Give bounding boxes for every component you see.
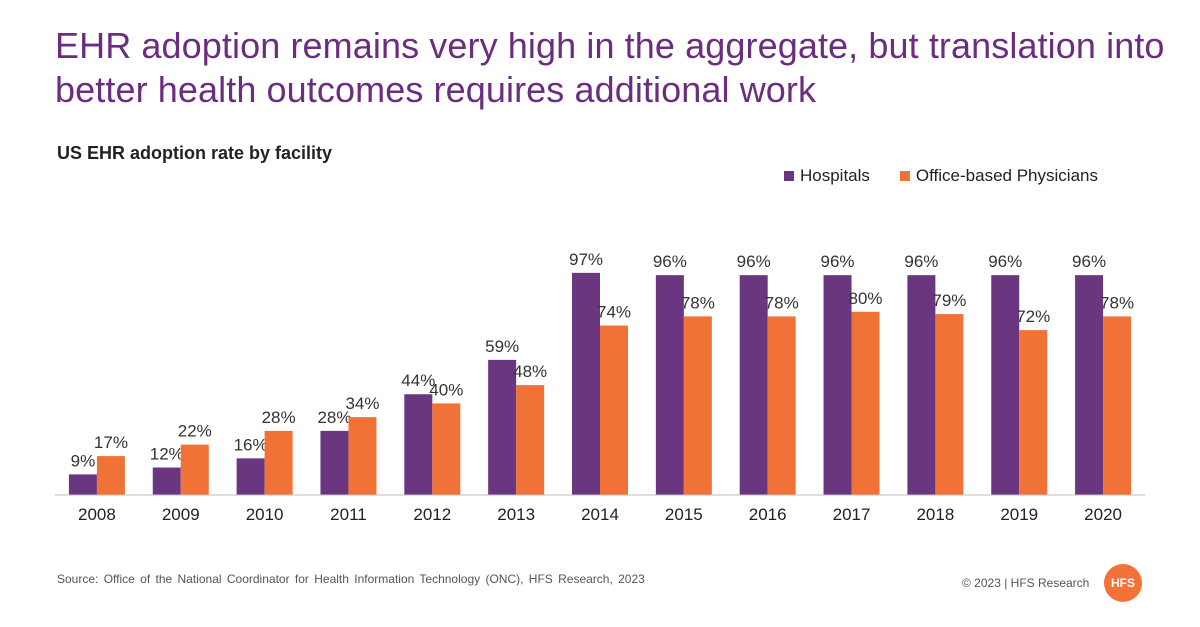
x-tick-label-2013: 2013 [497, 505, 535, 524]
x-tick-label-2020: 2020 [1084, 505, 1122, 524]
x-tick-label-2009: 2009 [162, 505, 200, 524]
data-label-hospitals-2011: 28% [317, 408, 351, 427]
bar-physicians-2018 [935, 314, 964, 495]
legend-swatch-hospitals [784, 171, 794, 181]
legend-swatch-physicians [899, 171, 910, 181]
data-label-physicians-2017: 80% [849, 289, 883, 308]
x-tick-label-2015: 2015 [665, 505, 703, 524]
data-label-hospitals-2020: 96% [1072, 252, 1106, 271]
bar-physicians-2012 [432, 403, 461, 495]
data-label-physicians-2018: 79% [932, 291, 966, 310]
data-label-hospitals-2016: 96% [737, 252, 771, 271]
data-label-physicians-2020: 78% [1100, 293, 1134, 312]
data-label-physicians-2011: 34% [345, 394, 379, 413]
bar-hospitals-2019 [991, 275, 1020, 495]
chart-title: US EHR adoption rate by facility [57, 143, 333, 163]
bar-hospitals-2017 [823, 275, 852, 495]
bar-hospitals-2009 [152, 467, 181, 495]
bar-physicians-2015 [683, 316, 712, 495]
source-note: Source: Office of the National Coordinat… [57, 572, 645, 586]
bar-hospitals-2008 [68, 474, 97, 495]
headline: EHR adoption remains very high in the ag… [55, 25, 1165, 110]
bar-hospitals-2014 [572, 272, 600, 495]
data-label-hospitals-2008: 9% [71, 451, 96, 470]
x-tick-label-2008: 2008 [78, 505, 116, 524]
bar-hospitals-2011 [320, 430, 349, 495]
bar-physicians-2020 [1103, 316, 1132, 495]
data-label-hospitals-2012: 44% [401, 371, 435, 390]
bar-hospitals-2012 [404, 394, 433, 495]
data-label-hospitals-2018: 96% [904, 252, 938, 271]
x-tick-label-2019: 2019 [1000, 505, 1038, 524]
data-label-hospitals-2014: 97% [569, 250, 603, 269]
legend-item-physicians: Office-based Physicians [899, 166, 1098, 186]
data-label-physicians-2014: 74% [597, 303, 631, 322]
data-label-physicians-2009: 22% [178, 422, 212, 441]
x-tick-label-2010: 2010 [246, 505, 284, 524]
legend-item-hospitals: Hospitals [784, 166, 870, 186]
data-label-hospitals-2013: 59% [485, 337, 519, 356]
data-label-hospitals-2015: 96% [653, 252, 687, 271]
bar-physicians-2009 [180, 444, 209, 495]
bar-hospitals-2016 [739, 275, 768, 495]
legend-label-physicians: Office-based Physicians [915, 166, 1098, 185]
data-label-hospitals-2009: 12% [150, 445, 184, 464]
bar-physicians-2016 [767, 316, 796, 495]
data-label-physicians-2012: 40% [429, 380, 463, 399]
bar-hospitals-2013 [488, 359, 517, 495]
x-tick-label-2018: 2018 [916, 505, 954, 524]
bar-physicians-2014 [600, 325, 628, 495]
data-label-hospitals-2017: 96% [821, 252, 855, 271]
bar-hospitals-2010 [236, 458, 265, 495]
data-label-physicians-2019: 72% [1016, 307, 1050, 326]
x-tick-label-2012: 2012 [413, 505, 451, 524]
x-tick-label-2016: 2016 [749, 505, 787, 524]
bar-physicians-2011 [348, 417, 377, 495]
x-tick-label-2011: 2011 [330, 505, 367, 524]
data-label-physicians-2008: 17% [94, 433, 128, 452]
legend: Hospitals Office-based Physicians [784, 165, 1098, 187]
x-tick-label-2017: 2017 [833, 505, 871, 524]
data-label-physicians-2010: 28% [262, 408, 296, 427]
bar-hospitals-2018 [907, 275, 936, 495]
data-label-physicians-2013: 48% [513, 362, 547, 381]
legend-label-hospitals: Hospitals [800, 166, 870, 185]
hfs-logo: HFS [1104, 564, 1142, 602]
bar-physicians-2008 [96, 456, 125, 495]
x-tick-label-2014: 2014 [581, 505, 619, 524]
bar-hospitals-2015 [655, 275, 684, 495]
data-label-hospitals-2010: 16% [234, 435, 268, 454]
data-label-hospitals-2019: 96% [988, 252, 1022, 271]
copyright: © 2023 | HFS Research [962, 576, 1090, 590]
bar-physicians-2017 [851, 311, 880, 495]
data-label-physicians-2015: 78% [681, 293, 715, 312]
bar-physicians-2010 [264, 430, 293, 495]
bar-physicians-2019 [1019, 330, 1048, 495]
data-label-physicians-2016: 78% [765, 293, 799, 312]
bar-hospitals-2020 [1075, 275, 1104, 495]
bar-physicians-2013 [516, 385, 545, 495]
